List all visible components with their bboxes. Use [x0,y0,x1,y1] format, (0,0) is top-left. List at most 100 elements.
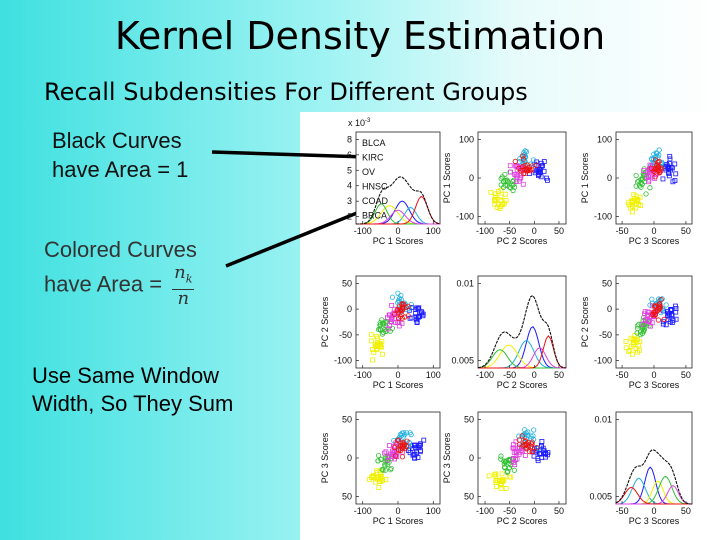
panel-r1c3-point [634,179,641,185]
panel-r1c3-point [666,161,672,166]
panel-r2c3-point [623,345,629,351]
slide-title: Kernel Density Estimation [114,14,606,58]
panel-r1c2-point [538,160,544,166]
legend-entry-brca: BRCA [362,211,387,221]
panel-r2c3-point [648,323,653,329]
panel-r3c1-point [412,442,417,448]
panel-r3c3-x-tick-label: 50 [681,506,691,516]
panel-r2c3-point [623,339,629,344]
panel-r3c2-point [511,460,517,465]
panel-r1c3-point [625,200,631,206]
panel-r1c2-xlabel: PC 2 Scores [497,236,548,246]
panel-r2c3-point [633,346,639,351]
panel-r1c3-y-tick-label: 0 [607,173,612,183]
panel-r1c2-point [520,164,526,170]
panel-r2c1-point [368,338,374,344]
panel-r1c3-point [633,193,639,199]
panel-r3c1-point [380,467,386,473]
panel-r1c1-y-tick-label: 8 [347,134,352,144]
panel-r1c3-point [633,172,639,179]
note-colored-curves: Colored Curves have Area = nk n [44,236,219,308]
panel-r2c3-point [655,296,662,302]
panel-r3c2-point [522,437,528,444]
panel-r2c3-point [655,317,662,323]
panel-r3c2-point [502,464,508,470]
panel-r1c3-point [647,185,653,191]
panel-r3c1-x-tick-label: -100 [354,506,372,516]
panel-r2c3-x-tick-label: 50 [681,370,691,380]
panel-r2c3-point [667,319,673,325]
panel-r3c2-x-tick-label: 50 [554,506,564,516]
panel-r2c1-point [380,351,385,357]
panel-r1c3-frame [615,131,693,225]
panel-r3c1-point [417,442,423,448]
panel-r1c2-point [507,184,513,190]
panel-r2c1-point [377,320,383,326]
slide-subtitle: Recall Subdensities For Different Groups [44,78,528,106]
legend-entry-kirc: KIRC [362,153,384,163]
panel-r2c1-point [370,357,376,363]
panel-r2c1-point [396,323,402,329]
panel-r3c1-point [382,450,388,456]
panel-r1c2-point [507,163,513,169]
panel-r1c2-y-tick-label: -100 [456,212,474,222]
panel-r1c2-point [503,198,509,203]
panel-r2c3-y-tick-label: -50 [599,330,612,340]
panel-r1c1-y-tick-label: 4 [347,181,352,191]
panel-r3c1-point [383,477,389,482]
panel-r3c2-point [508,474,514,480]
panel-r1c1-y-tick-label: 3 [347,196,352,206]
panel-r2c3-point [673,306,679,311]
panel-r1c2-point [532,170,538,176]
panel-r1c2-ylabel: PC 1 Scores [442,152,452,203]
panel-r1c2-point [515,173,520,179]
note-colored-curves-text: Colored Curves have Area = [44,237,197,297]
panel-r1c2-point [522,170,528,177]
panel-r1c2-point [523,168,529,174]
panel-r2c3-point [663,322,669,328]
panel-r2c1-point [378,327,384,333]
panel-r1c3-point [656,147,662,153]
panel-r2c1-point [406,306,412,312]
legend-entry-hnsc: HNSC [362,182,388,192]
panel-r3c2-point [525,432,531,438]
panel-r1c2-point [544,175,549,181]
panel-r3c2-point [528,441,534,447]
panel-r2c3-point [642,311,647,317]
panel-r2c3-ylabel: PC 2 Scores [580,296,590,347]
panel-r1c2-y-tick-label: 100 [459,134,474,144]
panel-r3c2-y-tick-label: 0 [469,453,474,463]
panel-r1c2-point [492,198,498,204]
panel-r1c1-frame [355,131,441,225]
panel-r3c1-point [376,485,382,490]
panel-r3c1-point [379,473,385,479]
fraction-denominator: n [177,287,190,309]
panel-r1c3-point [628,205,633,211]
panel-r3c1-point [392,452,398,458]
panel-r2c3-x-tick-label: 0 [651,370,656,380]
panel-r3c2-point [528,433,534,439]
panel-r2c3-point [661,316,667,322]
panel-r3c1-point [387,467,394,473]
panel-r2c1-point [394,307,400,314]
panel-r2c1-point [399,315,405,321]
panel-r2c1-x-tick-label: -100 [354,370,372,380]
panel-r3c1-point [370,474,376,480]
panel-r3c1-point [407,430,413,436]
panel-r1c1-xlabel: PC 1 Scores [373,236,424,246]
panel-r2c3-xlabel: PC 3 Scores [629,380,680,390]
panel-r1c3-y-tick-label: 100 [597,134,612,144]
panel-r2c3-point [642,318,648,324]
panel-r1c3-point [651,168,657,174]
panel-r1c3-point [643,191,649,197]
panel-r1c2-point [541,168,547,174]
panel-r3c1-point [392,444,398,451]
panel-r3c1-point [379,466,385,473]
panel-r2c2-y-tick-label: 0.005 [451,356,474,366]
panel-r3c2-point [511,467,517,473]
panel-r1c3-point [647,162,653,168]
panel-r3c2-point [504,469,510,475]
panel-r3c1-y-tick-label: 50 [342,414,352,424]
panel-r2c1-point [405,313,411,319]
exponent-superscript: -3 [365,118,371,124]
